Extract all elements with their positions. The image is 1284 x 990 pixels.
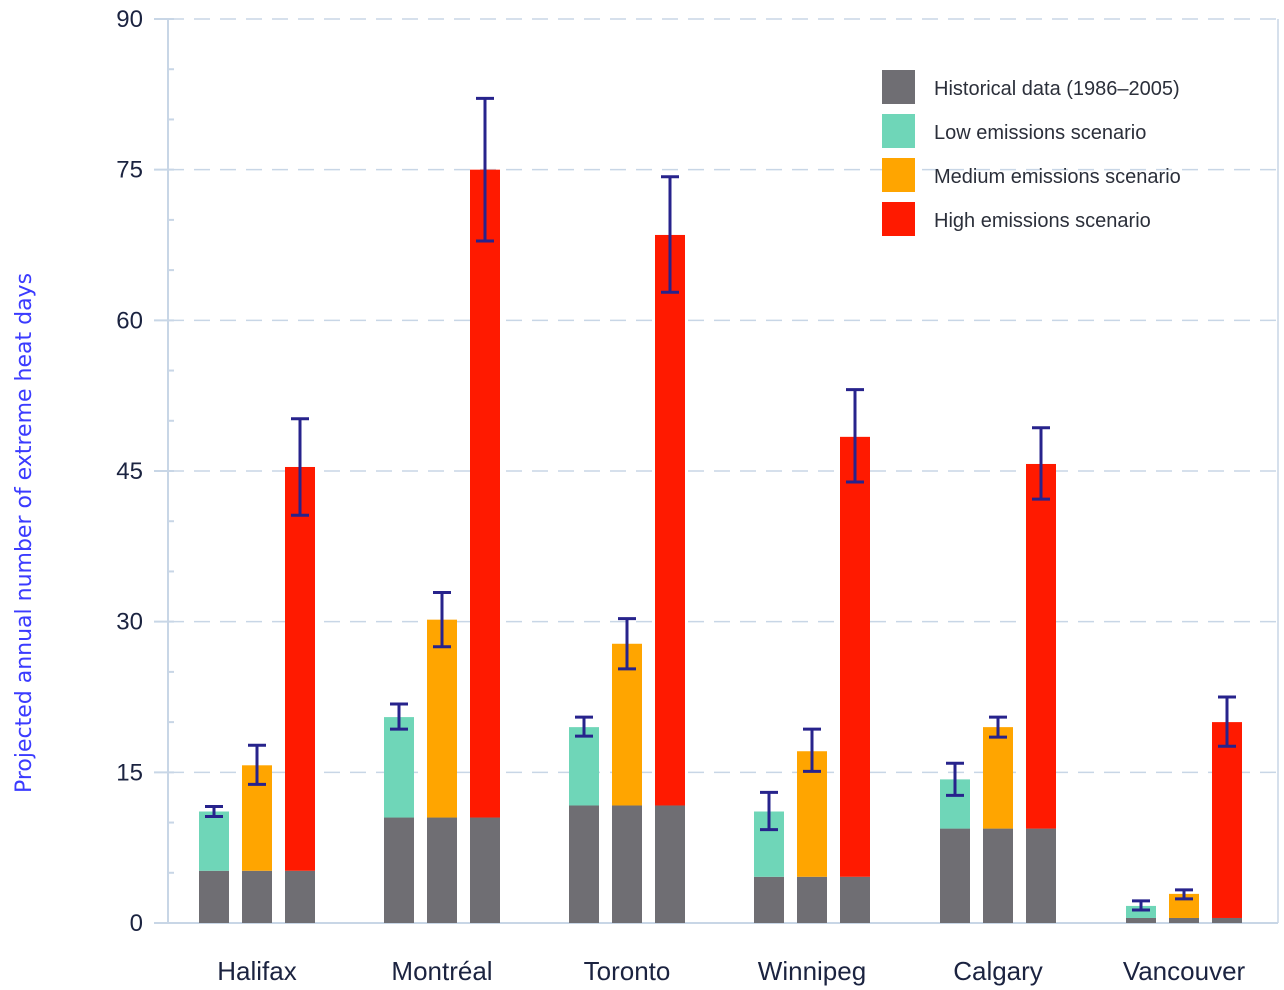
y-tick-label: 90 xyxy=(116,6,143,33)
x-tick-label: Halifax xyxy=(217,956,296,986)
bar-historical xyxy=(612,805,642,923)
legend-swatch xyxy=(882,70,915,104)
bar-historical xyxy=(427,817,457,923)
bar-low-emissions xyxy=(199,811,229,871)
bars xyxy=(199,169,1242,923)
axes xyxy=(154,18,1279,924)
y-tick-label: 15 xyxy=(116,759,143,786)
bar-historical xyxy=(797,876,827,923)
x-tick-label: Vancouver xyxy=(1123,956,1246,986)
y-tick-label: 60 xyxy=(116,307,143,334)
x-tick-label: Montréal xyxy=(391,956,492,986)
bar-high-emissions xyxy=(1212,722,1242,918)
bar-historical xyxy=(840,876,870,923)
bar-historical xyxy=(655,805,685,923)
bar-high-emissions xyxy=(285,466,315,871)
bar-historical xyxy=(470,817,500,923)
bar-high-emissions xyxy=(1026,463,1056,829)
bar-historical xyxy=(754,876,784,923)
x-tick-label: Calgary xyxy=(953,956,1043,986)
bar-high-emissions xyxy=(470,169,500,818)
bar-historical xyxy=(1169,917,1199,923)
bar-low-emissions xyxy=(384,717,414,818)
grid-lines xyxy=(168,18,1278,774)
legend-swatch xyxy=(882,202,915,236)
bar-low-emissions xyxy=(569,727,599,806)
bar-medium-emissions xyxy=(983,727,1013,829)
bar-high-emissions xyxy=(655,234,685,806)
legend-label: Medium emissions scenario xyxy=(934,166,1181,188)
bar-high-emissions xyxy=(840,436,870,877)
bar-medium-emissions xyxy=(427,619,457,818)
y-tick-label: 45 xyxy=(116,458,143,485)
bar-historical xyxy=(199,870,229,923)
bar-historical xyxy=(1026,828,1056,923)
legend-label: Low emissions scenario xyxy=(934,122,1146,144)
legend: Historical data (1986–2005) Low emissions… xyxy=(882,70,1181,236)
legend-label: High emissions scenario xyxy=(934,210,1151,232)
bar-historical xyxy=(569,805,599,923)
legend-swatch xyxy=(882,114,915,148)
bar-historical xyxy=(1126,917,1156,923)
bar-medium-emissions xyxy=(612,643,642,806)
x-tick-labels: Halifax Montréal Toronto Winnipeg Calgary Van… xyxy=(217,956,1245,986)
bar-historical xyxy=(983,828,1013,923)
bar-historical xyxy=(940,828,970,923)
y-tick-label: 30 xyxy=(116,609,143,636)
legend-label: Historical data (1986–2005) xyxy=(934,78,1180,100)
y-tick-label: 0 xyxy=(130,910,143,937)
legend-swatch xyxy=(882,158,915,192)
bar-historical xyxy=(242,870,272,923)
bar-historical xyxy=(285,870,315,923)
error-bars xyxy=(205,96,1236,912)
bar-historical xyxy=(384,817,414,923)
y-axis-label: Projected annual number of extreme heat … xyxy=(12,273,37,793)
bar-historical xyxy=(1212,917,1242,923)
x-tick-label: Toronto xyxy=(584,956,671,986)
y-tick-labels: 0 15 30 45 60 75 90 xyxy=(116,6,143,937)
y-tick-label: 75 xyxy=(116,157,143,184)
x-tick-label: Winnipeg xyxy=(758,956,866,986)
